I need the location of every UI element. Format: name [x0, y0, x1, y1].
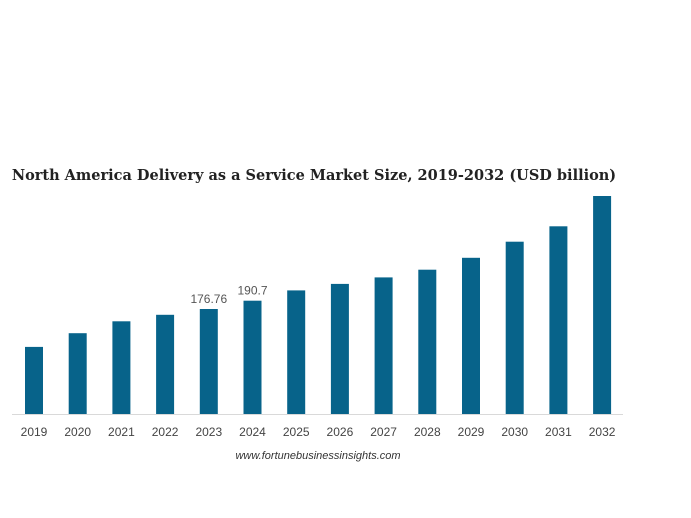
- bar-2026: [330, 283, 349, 414]
- bar-2023: [199, 309, 218, 414]
- data-label-2024: 190.7: [237, 284, 267, 298]
- x-tick-label-2021: 2021: [108, 425, 135, 439]
- bar-2020: [68, 333, 87, 414]
- x-tick-label-2026: 2026: [327, 425, 354, 439]
- bar-2031: [549, 226, 568, 414]
- x-tick-label-2029: 2029: [458, 425, 485, 439]
- bar-2030: [505, 241, 524, 414]
- bar-2019: [25, 346, 43, 414]
- bar-2028: [418, 269, 437, 414]
- bar-2027: [374, 277, 393, 414]
- chart-title: North America Delivery as a Service Mark…: [12, 167, 616, 184]
- x-tick-label-2019: 2019: [21, 425, 48, 439]
- x-tick-label-2023: 2023: [195, 425, 222, 439]
- x-tick-label-2020: 2020: [64, 425, 91, 439]
- data-label-2023: 176.76: [190, 292, 227, 306]
- x-tick-label-2030: 2030: [501, 425, 528, 439]
- x-tick-label-2022: 2022: [152, 425, 179, 439]
- x-tick-label-2028: 2028: [414, 425, 441, 439]
- x-tick-label-2024: 2024: [239, 425, 266, 439]
- source-credit: www.fortunebusinessinsights.com: [235, 450, 400, 462]
- bar-2029: [462, 257, 480, 414]
- bars-group: [25, 196, 612, 414]
- bar-2022: [156, 314, 175, 414]
- x-tick-label-2032: 2032: [589, 425, 616, 439]
- x-tick-label-2025: 2025: [283, 425, 310, 439]
- x-tick-label-2031: 2031: [545, 425, 572, 439]
- bar-2032: [593, 196, 612, 414]
- bar-2025: [287, 290, 306, 414]
- data-labels: 176.76 190.7: [190, 284, 267, 306]
- x-tick-label-2027: 2027: [370, 425, 397, 439]
- bar-2024: [243, 300, 262, 414]
- bar-2021: [112, 321, 131, 414]
- x-tick-labels: 2019 2020 2021 2022 2023 2024 2025 2026 2027 2028…: [21, 425, 616, 439]
